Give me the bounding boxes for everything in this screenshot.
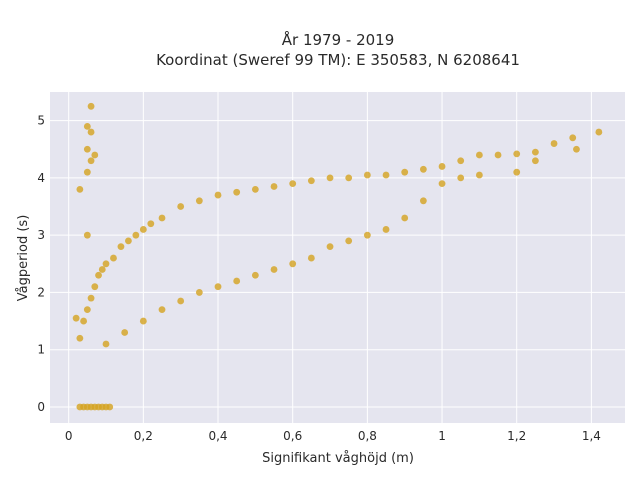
scatter-point	[438, 180, 446, 188]
scatter-point	[569, 134, 577, 142]
scatter-point	[307, 254, 315, 262]
scatter-point	[214, 283, 222, 291]
y-tick-label: 2	[37, 285, 45, 299]
chart-title: År 1979 - 2019	[282, 30, 395, 49]
x-tick-label: 1,2	[507, 429, 526, 443]
scatter-point	[102, 260, 110, 268]
scatter-point	[270, 183, 278, 190]
scatter-point	[87, 128, 95, 136]
scatter-point	[345, 174, 353, 182]
scatter-point	[125, 237, 132, 245]
x-axis-ticks: 0 0,2 0,4 0,6 0,8 1 1,2 1,4	[65, 429, 601, 443]
scatter-point	[87, 102, 95, 110]
scatter-point	[98, 266, 106, 273]
scatter-point	[76, 334, 84, 342]
scatter-point	[475, 171, 483, 179]
scatter-point	[158, 306, 166, 314]
scatter-point	[326, 243, 334, 251]
x-tick-label: 0	[65, 429, 73, 443]
x-tick-label: 0,4	[208, 429, 227, 443]
scatter-point	[87, 157, 95, 165]
scatter-point	[102, 340, 110, 348]
scatter-point	[95, 271, 102, 279]
scatter-point	[531, 157, 539, 165]
scatter-point	[121, 329, 129, 336]
y-tick-label: 3	[37, 228, 45, 242]
scatter-point	[401, 214, 409, 222]
scatter-point	[289, 260, 297, 268]
scatter-point	[307, 177, 315, 185]
x-tick-label: 0,2	[134, 429, 153, 443]
scatter-point	[531, 148, 539, 156]
scatter-point	[419, 165, 427, 173]
scatter-point	[457, 174, 465, 182]
scatter-point	[382, 226, 390, 233]
scatter-point	[573, 145, 580, 153]
scatter-point	[382, 171, 390, 179]
scatter-point	[83, 306, 91, 314]
scatter-point	[363, 231, 371, 239]
scatter-point	[233, 277, 241, 285]
scatter-point	[595, 128, 603, 136]
scatter-point	[195, 289, 203, 296]
scatter-point	[177, 203, 185, 210]
y-axis-ticks: 0 1 2 3 4 5	[37, 114, 45, 414]
x-tick-label: 1,4	[582, 429, 601, 443]
scatter-point	[214, 191, 222, 199]
x-axis-label: Signifikant våghöjd (m)	[262, 451, 414, 466]
scatter-point	[513, 168, 521, 176]
scatter-point	[270, 266, 278, 273]
scatter-point	[177, 297, 185, 305]
scatter-point	[72, 314, 80, 322]
scatter-point	[147, 220, 155, 228]
scatter-point	[110, 254, 117, 262]
scatter-point	[91, 283, 99, 291]
scatter-point	[83, 122, 91, 130]
x-tick-label: 1	[438, 429, 446, 443]
scatter-point	[494, 151, 502, 159]
scatter-point	[345, 237, 353, 245]
x-tick-label: 0,6	[283, 429, 302, 443]
scatter-point	[106, 403, 114, 411]
scatter-point	[251, 185, 259, 193]
scatter-point	[87, 294, 95, 302]
y-tick-label: 0	[37, 400, 45, 414]
scatter-point	[91, 151, 99, 159]
scatter-point	[139, 226, 147, 233]
scatter-point	[233, 188, 241, 196]
scatter-point	[457, 157, 465, 165]
scatter-point	[139, 317, 147, 325]
y-tick-label: 4	[37, 171, 45, 185]
scatter-point	[289, 180, 297, 188]
scatter-point	[251, 271, 259, 279]
y-axis-label: Vågperiod (s)	[16, 215, 31, 302]
scatter-point	[401, 168, 409, 176]
scatter-point	[132, 231, 140, 239]
y-tick-label: 1	[37, 343, 45, 357]
scatter-point	[326, 174, 334, 182]
scatter-point	[363, 171, 371, 179]
plot-area	[50, 92, 625, 423]
scatter-point	[438, 163, 446, 170]
scatter-point	[117, 243, 125, 251]
scatter-point	[513, 150, 521, 158]
gridlines	[50, 92, 625, 423]
scatter-point	[83, 145, 91, 153]
scatter-point	[475, 151, 483, 159]
scatter-point	[76, 185, 84, 193]
scatter-point	[83, 231, 91, 239]
scatter-point	[80, 317, 88, 325]
scatter-point	[83, 168, 91, 176]
scatter-point	[419, 197, 427, 205]
scatter-point	[158, 214, 166, 222]
scatter-point	[550, 140, 558, 147]
y-tick-label: 5	[37, 114, 45, 128]
scatter-points	[72, 102, 603, 411]
x-tick-label: 0,8	[358, 429, 377, 443]
scatter-point	[195, 197, 203, 205]
chart-subtitle: Koordinat (Sweref 99 TM): E 350583, N 62…	[156, 51, 520, 69]
